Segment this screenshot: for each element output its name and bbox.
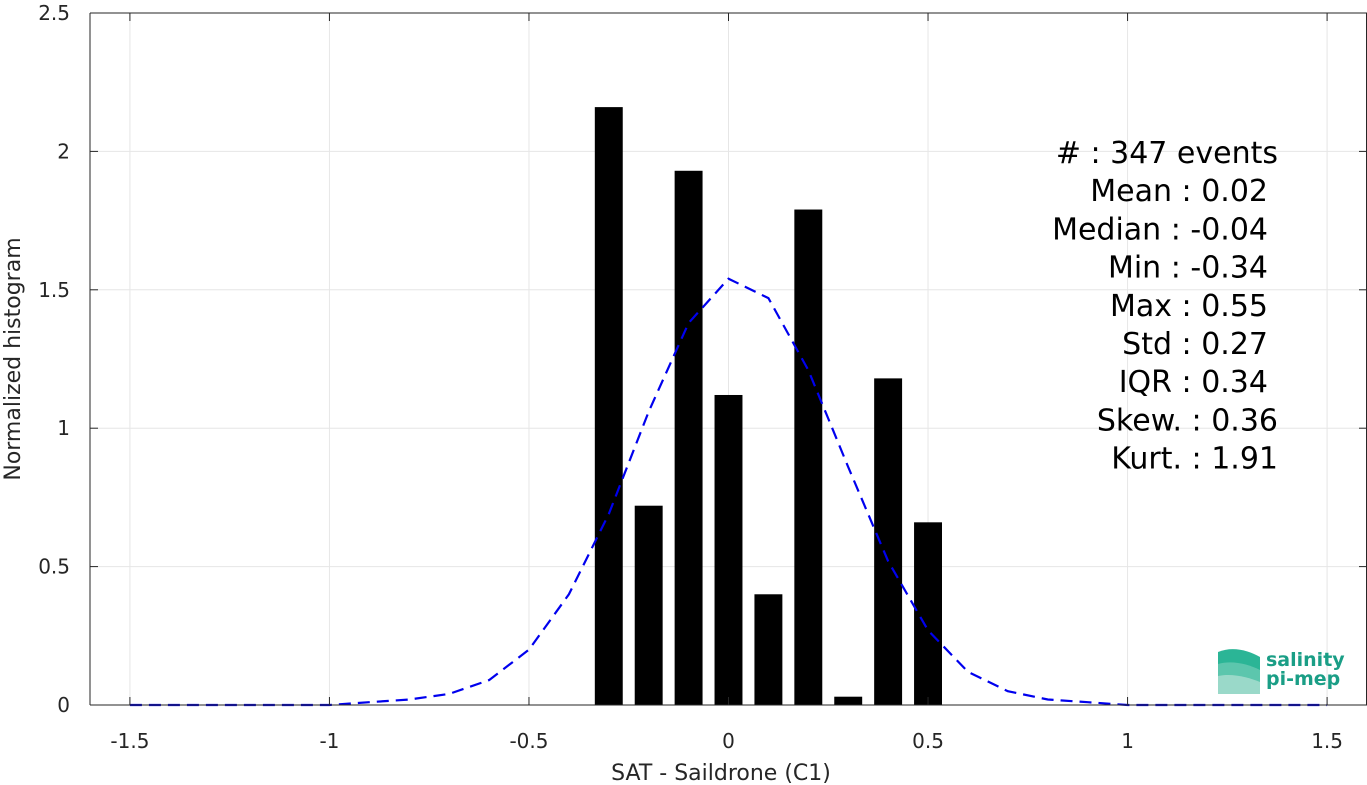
histogram-bar: [834, 696, 863, 705]
logo-line1: salinity: [1266, 649, 1345, 671]
histogram-bar: [674, 170, 703, 705]
histogram-bar: [874, 378, 903, 705]
x-tick-label: 0: [722, 729, 735, 753]
histogram-bar: [794, 209, 823, 705]
y-axis-label: Normalized histogram: [1, 237, 26, 480]
stat-line: Mean : 0.02: [1090, 174, 1268, 209]
histogram-bar: [594, 107, 623, 705]
stat-line: Kurt. : 1.91: [1111, 442, 1278, 477]
stat-line: Median : -0.04: [1052, 212, 1268, 247]
y-tick-label: 0.5: [38, 555, 70, 579]
histogram-bar: [914, 522, 942, 705]
histogram-bar: [754, 594, 783, 705]
histogram-bar: [714, 394, 743, 705]
stat-line: IQR : 0.34: [1119, 365, 1268, 400]
y-tick-labels: 0 0.5 1 1.5 2 2.5: [38, 1, 70, 717]
stat-line: Max : 0.55: [1110, 289, 1268, 324]
x-axis-label: SAT - Saildrone (C1): [611, 761, 831, 785]
histogram-bar: [634, 505, 663, 705]
x-tick-label: 1: [1121, 729, 1134, 753]
histogram-bars: [594, 107, 942, 705]
stat-line: Min : -0.34: [1108, 251, 1268, 286]
x-tick-label: -0.5: [509, 729, 548, 753]
salinity-pi-mep-logo: salinity pi-mep: [1218, 649, 1345, 694]
x-tick-labels: -1.5 -1 -0.5 0 0.5 1 1.5: [110, 729, 1343, 753]
logo-line2: pi-mep: [1266, 668, 1340, 690]
x-tick-label: -1: [319, 729, 339, 753]
y-tick-label: 1.5: [38, 278, 70, 302]
x-tick-label: -1.5: [110, 729, 149, 753]
stat-line: # : 347 events: [1056, 136, 1278, 171]
wave-icon: [1218, 649, 1260, 694]
x-tick-label: 1.5: [1311, 729, 1343, 753]
y-tick-label: 2.5: [38, 1, 70, 25]
x-tick-label: 0.5: [912, 729, 944, 753]
stat-line: Std : 0.27: [1122, 327, 1268, 362]
stat-line: Skew. : 0.36: [1097, 403, 1278, 438]
y-tick-label: 2: [57, 139, 70, 163]
y-tick-label: 0: [57, 693, 70, 717]
y-tick-label: 1: [57, 416, 70, 440]
